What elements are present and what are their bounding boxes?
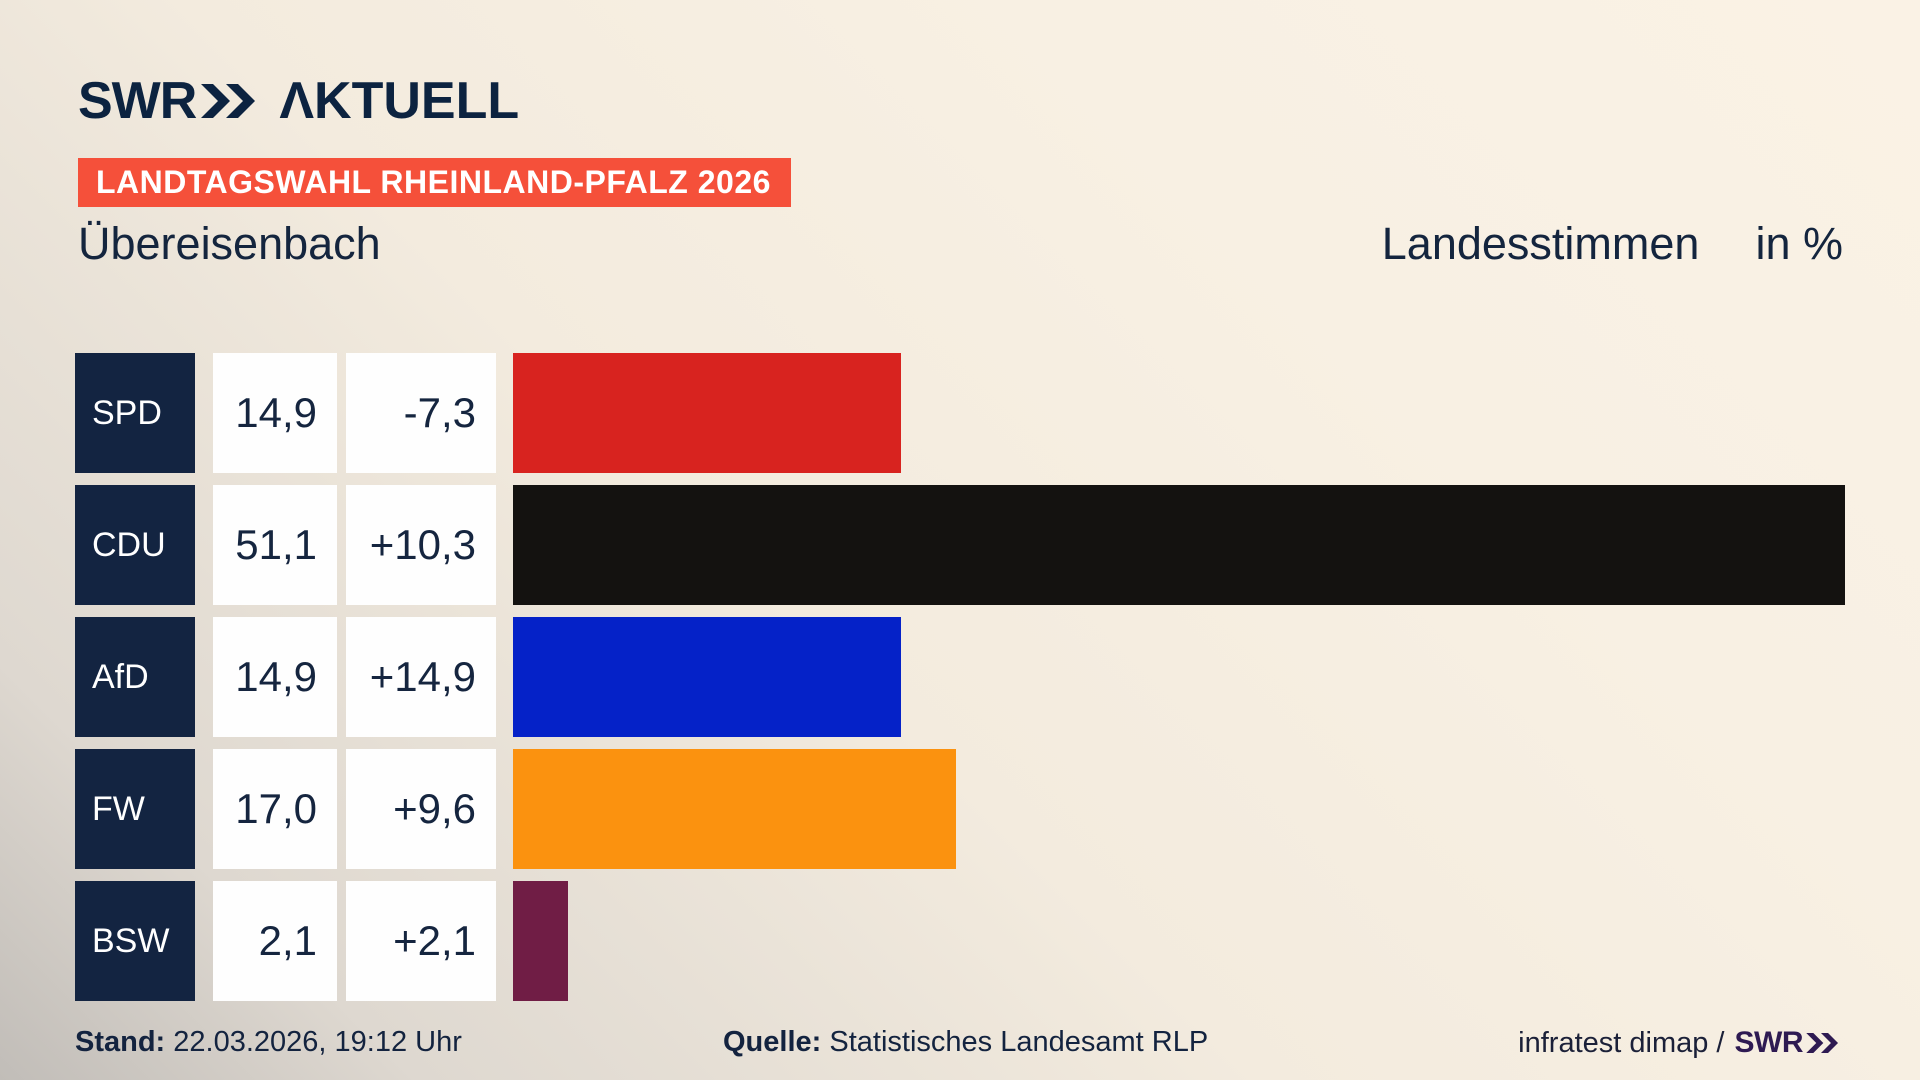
party-label: BSW (75, 881, 195, 1001)
swr-footer-logo-text: SWR (1734, 1026, 1804, 1059)
change-value: -7,3 (346, 353, 496, 473)
credit-note: infratest dimap / SWR (1518, 1026, 1843, 1060)
quelle-value: Statistisches Landesamt RLP (829, 1026, 1209, 1058)
party-row: CDU 51,1 +10,3 (75, 485, 1920, 605)
footer: Stand: 22.03.2026, 19:12 Uhr Quelle: Sta… (0, 1026, 1920, 1068)
change-value: +9,6 (346, 749, 496, 869)
double-chevron-icon (201, 84, 256, 118)
aktuell-logo-text: ΛKTUELL (279, 72, 520, 130)
party-label: SPD (75, 353, 195, 473)
party-row: FW 17,0 +9,6 (75, 749, 1920, 869)
party-label: CDU (75, 485, 195, 605)
party-row: BSW 2,1 +2,1 (75, 881, 1920, 1001)
party-row: AfD 14,9 +14,9 (75, 617, 1920, 737)
result-bar (513, 485, 1845, 605)
chart-title: Landesstimmen in % (1382, 218, 1843, 270)
title-row: Übereisenbach Landesstimmen in % (78, 218, 1843, 274)
result-value: 14,9 (213, 617, 337, 737)
status-timestamp: Stand: 22.03.2026, 19:12 Uhr (75, 1026, 462, 1059)
result-value: 17,0 (213, 749, 337, 869)
change-value: +14,9 (346, 617, 496, 737)
result-bar (513, 881, 568, 1001)
change-value: +2,1 (346, 881, 496, 1001)
stand-label: Stand: (75, 1026, 166, 1058)
result-bar (513, 617, 901, 737)
result-value: 2,1 (213, 881, 337, 1001)
swr-logo-text: SWR (78, 72, 197, 130)
result-value: 14,9 (213, 353, 337, 473)
result-bar (513, 749, 956, 869)
results-chart: SPD 14,9 -7,3 CDU 51,1 +10,3 AfD 14,9 +1… (75, 353, 1920, 1013)
municipality-title: Übereisenbach (78, 218, 381, 269)
change-value: +10,3 (346, 485, 496, 605)
result-bar (513, 353, 901, 473)
chart-title-label: Landesstimmen (1381, 218, 1700, 269)
credit-text: infratest dimap / (1518, 1026, 1725, 1059)
double-chevron-icon (1806, 1033, 1839, 1053)
chart-unit-label: in % (1755, 218, 1843, 269)
quelle-label: Quelle: (723, 1026, 822, 1058)
swr-aktuell-logo: SWR ΛKTUELL (78, 72, 520, 130)
election-badge: LANDTAGSWAHL RHEINLAND-PFALZ 2026 (78, 158, 791, 207)
party-label: FW (75, 749, 195, 869)
swr-footer-logo: SWR (1735, 1026, 1844, 1060)
party-label: AfD (75, 617, 195, 737)
source-note: Quelle: Statistisches Landesamt RLP (723, 1026, 1208, 1059)
party-row: SPD 14,9 -7,3 (75, 353, 1920, 473)
stand-value: 22.03.2026, 19:12 Uhr (173, 1026, 462, 1058)
result-value: 51,1 (213, 485, 337, 605)
